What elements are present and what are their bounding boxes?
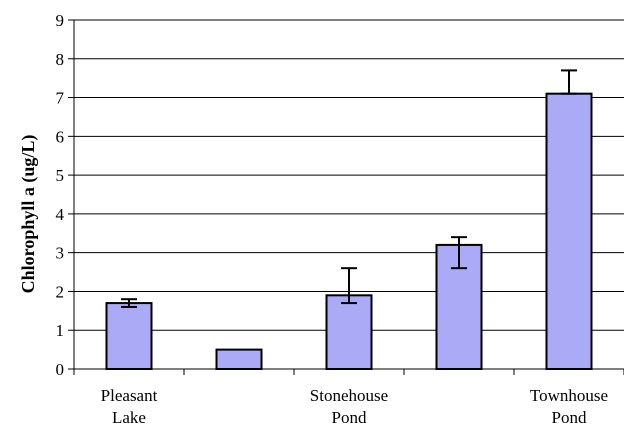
y-tick-label: 6 xyxy=(56,127,65,146)
x-category-label: Pleasant xyxy=(101,386,158,405)
gridlines xyxy=(74,19,624,331)
error-bar xyxy=(451,236,467,270)
x-category-label: Lake xyxy=(112,408,146,427)
x-category-label: Stonehouse xyxy=(310,386,388,405)
y-tick-label: 1 xyxy=(56,321,65,340)
error-bar xyxy=(341,267,357,305)
x-category-label: Pond xyxy=(332,408,367,427)
y-tick-label: 9 xyxy=(56,11,65,30)
y-tick-label: 0 xyxy=(56,360,65,379)
x-category-label: Pond xyxy=(552,408,587,427)
bar xyxy=(215,348,263,371)
y-tick-label: 2 xyxy=(56,282,65,301)
bar xyxy=(545,92,593,371)
y-tick-label: 3 xyxy=(56,244,65,263)
y-axis-title: Chlorophyll a (ug/L) xyxy=(18,135,39,294)
axes xyxy=(68,19,624,375)
error-bars xyxy=(121,69,577,308)
tick-labels: 0 1 2 3 4 5 6 7 8 9 Pleasant Lake Stonehouse Pond Town… xyxy=(56,11,609,427)
y-tick-label: 7 xyxy=(56,89,65,108)
y-tick-label: 5 xyxy=(56,166,65,185)
bars xyxy=(105,92,593,371)
y-tick-label: 4 xyxy=(56,205,65,224)
y-tick-label: 8 xyxy=(56,50,65,69)
error-bar xyxy=(121,298,137,308)
error-bar xyxy=(561,69,577,95)
x-category-label: Townhouse xyxy=(530,386,608,405)
bar xyxy=(325,294,373,371)
bar xyxy=(105,302,153,371)
